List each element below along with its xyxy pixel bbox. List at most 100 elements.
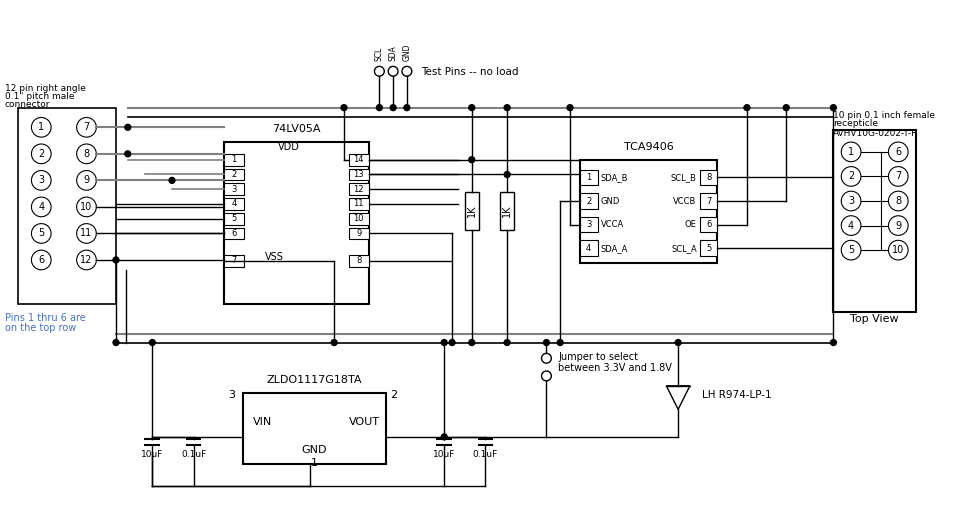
Circle shape [831,105,836,111]
Text: 8: 8 [356,256,361,265]
Text: 3: 3 [228,390,235,400]
Text: 5: 5 [848,245,855,255]
Circle shape [449,340,455,345]
Circle shape [169,177,175,184]
Text: 12: 12 [80,255,93,265]
Text: recepticle: recepticle [834,119,879,128]
Bar [580,217,598,233]
Circle shape [783,105,790,111]
Text: ZLDO1117G18TA: ZLDO1117G18TA [267,375,362,385]
Text: 8: 8 [895,196,902,206]
Text: 10: 10 [892,245,904,255]
Bar [465,192,479,230]
Text: Top View: Top View [851,314,899,324]
Text: 7: 7 [895,172,902,181]
Text: 1: 1 [586,173,592,182]
Bar [500,192,514,230]
Bar [349,213,369,224]
Circle shape [331,340,337,345]
Text: 1K: 1K [502,205,512,217]
Text: 7: 7 [706,196,711,205]
Text: 0.1uF: 0.1uF [473,450,498,459]
Text: AVHV10G-0202-T-R: AVHV10G-0202-T-R [834,129,919,138]
Text: on the top row: on the top row [5,323,76,333]
Bar [580,170,598,185]
Bar [224,198,244,210]
Text: 7: 7 [231,256,236,265]
Circle shape [377,105,382,111]
Text: TCA9406: TCA9406 [623,142,674,152]
Text: VSS: VSS [266,252,284,262]
Circle shape [504,172,511,177]
Circle shape [557,340,563,345]
Circle shape [390,105,396,111]
Bar [580,240,598,256]
Text: SCL_A: SCL_A [671,244,697,253]
Bar [224,184,244,195]
Bar [224,227,244,239]
Text: 10 pin 0.1 inch female: 10 pin 0.1 inch female [834,112,935,120]
Circle shape [468,157,475,163]
Circle shape [404,105,410,111]
Circle shape [504,340,511,345]
Text: 3: 3 [848,196,854,206]
Bar [224,169,244,180]
Text: 6: 6 [38,255,44,265]
Text: connector: connector [5,100,51,109]
Bar [224,142,369,304]
Text: 6: 6 [895,147,902,157]
Text: GND: GND [600,196,619,205]
Bar [700,240,717,256]
Text: SCL: SCL [375,47,384,62]
Circle shape [675,340,681,345]
Bar [349,255,369,267]
Bar [834,130,916,312]
Text: OE: OE [684,220,697,229]
Text: 3: 3 [231,185,236,194]
Circle shape [125,151,131,157]
Bar [18,108,116,304]
Text: 9: 9 [83,175,90,186]
Bar [349,169,369,180]
Text: 0.1" pitch male: 0.1" pitch male [5,92,75,101]
Text: SDA_B: SDA_B [600,173,628,182]
Text: 14: 14 [354,155,364,164]
Bar [349,184,369,195]
Text: SCL_B: SCL_B [671,173,697,182]
Bar [349,154,369,165]
Text: SDA: SDA [389,45,398,62]
Circle shape [831,340,836,345]
Bar [580,193,598,209]
Text: 3: 3 [38,175,44,186]
Circle shape [125,125,131,130]
Text: 8: 8 [83,149,90,159]
Text: 13: 13 [354,170,364,179]
Circle shape [543,340,550,345]
Bar [349,198,369,210]
Circle shape [504,105,511,111]
Text: 1: 1 [38,123,44,132]
Text: 2: 2 [586,196,592,205]
Text: VOUT: VOUT [349,417,380,427]
Text: Jumper to select: Jumper to select [558,352,639,362]
Text: Pins 1 thru 6 are: Pins 1 thru 6 are [5,313,86,323]
Bar [349,227,369,239]
Circle shape [442,340,447,345]
Text: 2: 2 [848,172,855,181]
Text: 2: 2 [38,149,44,159]
Text: LH R974-LP-1: LH R974-LP-1 [702,390,771,400]
Text: 10uF: 10uF [141,450,163,459]
Text: 11: 11 [354,200,364,208]
Text: VCCA: VCCA [600,220,623,229]
Text: GND: GND [302,445,327,454]
Text: 3: 3 [586,220,592,229]
Text: 2: 2 [231,170,236,179]
Text: 5: 5 [38,229,44,238]
Text: 2: 2 [390,390,398,400]
Text: 4: 4 [231,200,236,208]
Text: 12: 12 [354,185,364,194]
Text: 5: 5 [706,244,711,253]
Bar [243,392,386,464]
Text: 4: 4 [586,244,592,253]
Text: 10: 10 [80,202,93,212]
